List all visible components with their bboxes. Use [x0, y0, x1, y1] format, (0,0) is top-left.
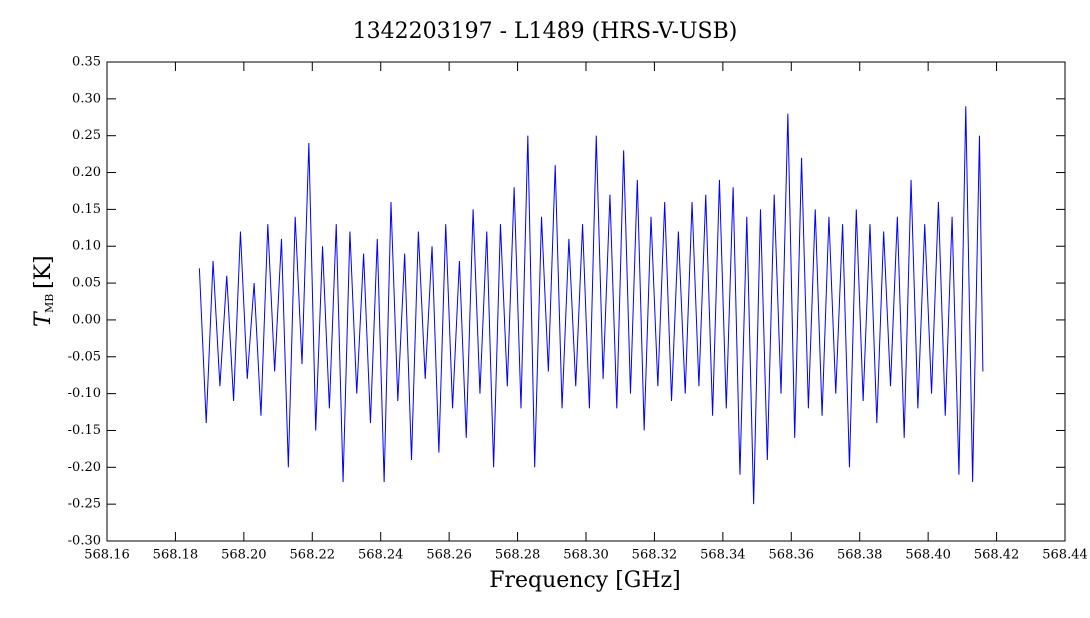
y-tick-label: -0.30 [68, 534, 101, 549]
y-axis-label: T MB [K] [31, 255, 56, 327]
y-tick-label: 0.30 [72, 91, 101, 106]
x-tick-label: 568.18 [153, 548, 199, 563]
y-tick-label: -0.15 [68, 423, 101, 438]
y-tick-label: 0.15 [72, 202, 101, 217]
y-label-unit: [K] [31, 255, 56, 289]
x-axis-label: Frequency [GHz] [489, 568, 681, 593]
x-tick-label: 568.44 [1042, 548, 1088, 563]
spectrum-line [198, 106, 984, 505]
x-tick-label: 568.36 [769, 548, 815, 563]
y-tick-label: 0.00 [72, 312, 101, 327]
chart-title: 1342203197 - L1489 (HRS-V-USB) [353, 19, 738, 44]
y-tick-label: -0.10 [68, 386, 101, 401]
x-tick-label: 568.40 [905, 548, 951, 563]
y-tick-label: -0.05 [68, 349, 101, 364]
x-tick-label: 568.42 [974, 548, 1020, 563]
x-tick-label: 568.16 [84, 548, 130, 563]
y-tick-label: -0.25 [68, 497, 101, 512]
plot-frame [106, 61, 1066, 542]
y-tick-label: 0.35 [72, 55, 101, 70]
x-tick-label: 568.30 [563, 548, 609, 563]
x-tick-label: 568.22 [290, 548, 336, 563]
y-tick-label: 0.10 [72, 239, 101, 254]
x-tick-label: 568.32 [632, 548, 678, 563]
x-tick-label: 568.34 [700, 548, 746, 563]
y-label-symbol: T [31, 310, 56, 327]
x-tick-label: 568.26 [426, 548, 472, 563]
y-tick-label: 0.20 [72, 165, 101, 180]
y-tick-label: 0.05 [72, 276, 101, 291]
x-tick-label: 568.24 [358, 548, 404, 563]
x-tick-label: 568.28 [495, 548, 541, 563]
y-tick-label: 0.25 [72, 128, 101, 143]
x-tick-label: 568.20 [221, 548, 267, 563]
y-label-sub: MB [43, 294, 56, 313]
y-tick-label: -0.20 [68, 460, 101, 475]
x-tick-label: 568.38 [837, 548, 883, 563]
